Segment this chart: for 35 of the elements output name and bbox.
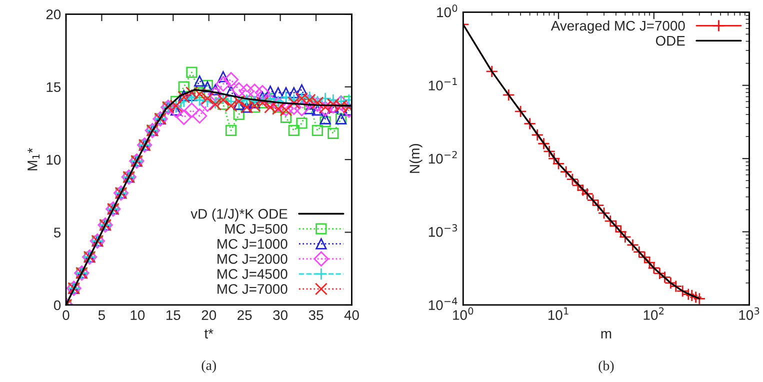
x-tick-label: 10$^{2}$ — [644, 307, 664, 320]
y-tick-label: 5 — [54, 228, 61, 238]
x-tick-label: 35 — [308, 310, 324, 320]
x-tick-label: 15 — [166, 310, 180, 320]
x-tick-label: 5 — [98, 310, 105, 320]
y-tick-label: 10$^{−3}$ — [428, 224, 457, 237]
x-tick-label: 0 — [62, 310, 70, 320]
y-tick-label: 10$^{0}$ — [437, 4, 458, 18]
legend-label: MC J=2000 — [218, 254, 288, 264]
x-tick-label: 10$^{1}$ — [548, 307, 568, 320]
legend-label: MC J=1000 — [218, 238, 288, 249]
legend-label: ODE — [656, 36, 685, 46]
y-axis-title: M$_{1}$* — [28, 148, 40, 170]
x-tick-label: 10$^{3}$ — [739, 307, 760, 320]
y-tick-label: 15 — [46, 82, 61, 92]
y-tick-label: 10$^{−2}$ — [428, 150, 457, 164]
y-axis-title: N(m) — [409, 144, 422, 173]
x-tick-label: 40 — [344, 310, 359, 320]
text: (b) — [598, 360, 614, 374]
y-tick-label: 0 — [54, 300, 61, 310]
x-tick-label: 30 — [273, 310, 288, 320]
y-tick-label: 20 — [46, 9, 61, 20]
legend-label: vD (1/J)*K ODE — [190, 208, 288, 222]
x-tick-label: 20 — [202, 310, 216, 320]
x-axis-title: m — [601, 330, 612, 338]
x-tick-label: 25 — [238, 310, 252, 320]
text: (a) — [202, 360, 216, 373]
legend-label: MC J=4500 — [218, 269, 288, 279]
y-tick-label: 10 — [46, 154, 61, 165]
x-axis-title: t* — [204, 328, 214, 339]
x-tick-label: 10 — [130, 310, 145, 320]
y-tick-label: 10$^{−1}$ — [428, 78, 457, 90]
legend-label: MC J=500 — [225, 224, 288, 234]
legend-label: MC J=7000 — [218, 284, 288, 294]
legend-label: Averaged MC J=7000 — [550, 20, 685, 34]
